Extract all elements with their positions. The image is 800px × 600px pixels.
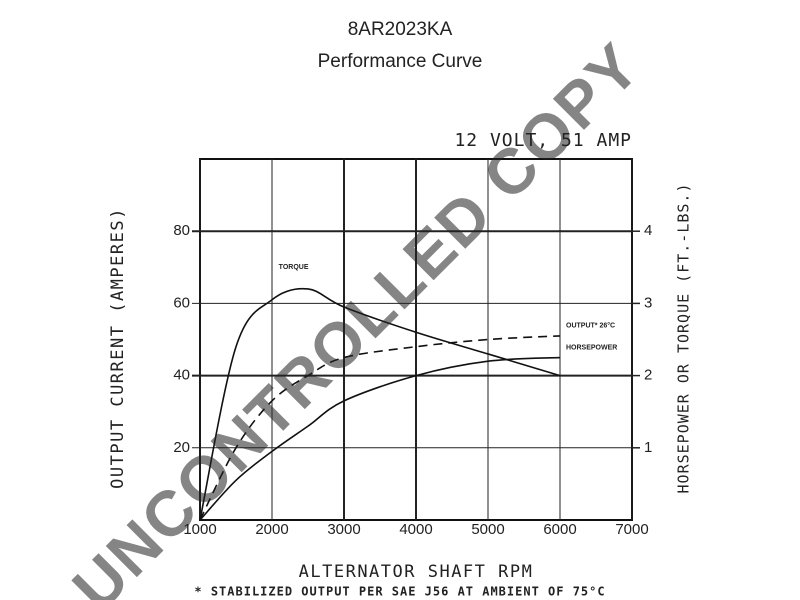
chart-title: 8AR2023KA (348, 19, 453, 40)
series-line (199, 287, 561, 521)
x-tick-label: 6000 (543, 521, 576, 538)
x-tick-label: 7000 (615, 521, 648, 538)
x-axis-label: ALTERNATOR SHAFT RPM (299, 562, 534, 582)
annotation: 12 VOLT, 51 AMP (454, 130, 632, 151)
footnote: * STABILIZED OUTPUT PER SAE J56 AT AMBIE… (194, 585, 605, 599)
y2-tick-label: 3 (644, 294, 652, 311)
y2-tick-label: 1 (644, 439, 652, 456)
x-tick-label: 3000 (327, 521, 360, 538)
x-tick-label: 4000 (399, 521, 432, 538)
x-tick-label: 5000 (471, 521, 504, 538)
x-tick-label: 1000 (183, 521, 216, 538)
series-label: TORQUE (279, 264, 309, 271)
y-tick-label: 20 (173, 439, 190, 456)
y2-tick-label: 4 (644, 222, 652, 239)
y2-tick-label: 2 (644, 367, 652, 384)
chart-subtitle: Performance Curve (318, 51, 483, 72)
y-axis-label: OUTPUT CURRENT (AMPERES) (108, 207, 128, 489)
series-label: OUTPUT* 26°C (566, 322, 615, 330)
watermark: UNCONTROLLED COPY (59, 29, 654, 600)
y-tick-label: 80 (173, 222, 190, 239)
series-line (199, 335, 561, 521)
series-label: HORSEPOWER (566, 344, 617, 351)
y-tick-label: 60 (173, 294, 190, 311)
y-tick-label: 40 (173, 367, 190, 384)
y2-axis-label: HORSEPOWER OR TORQUE (FT.-LBS.) (675, 183, 693, 494)
x-tick-label: 2000 (255, 521, 288, 538)
series-line (199, 356, 561, 521)
